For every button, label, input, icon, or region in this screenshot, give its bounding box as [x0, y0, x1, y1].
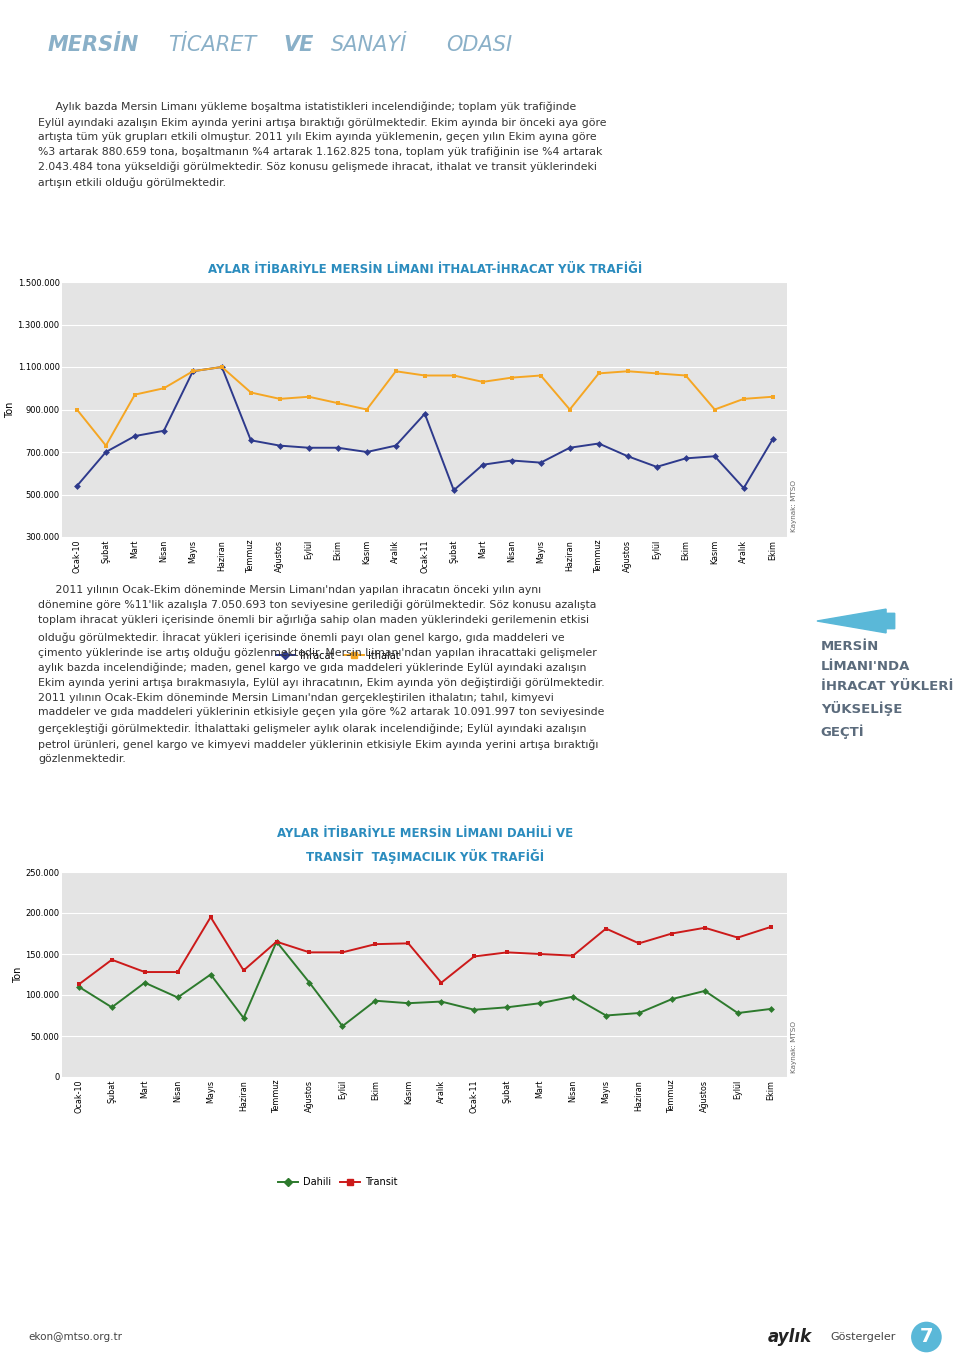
Y-axis label: Ton: Ton [12, 967, 23, 983]
Text: TİCARET: TİCARET [168, 35, 256, 56]
Y-axis label: Ton: Ton [5, 402, 14, 418]
Legend: Dahili, Transit: Dahili, Transit [275, 1173, 401, 1191]
Text: Kaynak: MTSO: Kaynak: MTSO [791, 479, 797, 532]
Text: Aylık bazda Mersin Limanı yükleme boşaltma istatistikleri incelendiğinde; toplam: Aylık bazda Mersin Limanı yükleme boşalt… [38, 102, 607, 187]
FancyArrow shape [817, 610, 895, 633]
Text: ODASI: ODASI [446, 35, 513, 56]
Text: SANAYİ: SANAYİ [331, 35, 407, 56]
Text: 7: 7 [920, 1328, 933, 1347]
Text: AYLAR İTİBARİYLE MERSİN LİMANI İTHALAT-İHRACAT YÜK TRAFİĞİ: AYLAR İTİBARİYLE MERSİN LİMANI İTHALAT-İ… [207, 263, 642, 276]
Text: VE: VE [283, 35, 314, 56]
Text: MERSİN: MERSİN [48, 35, 139, 56]
Text: MERSİN
LİMANI'NDA
İHRACAT YÜKLERİ
YÜKSELİŞE
GEÇTİ: MERSİN LİMANI'NDA İHRACAT YÜKLERİ YÜKSEL… [821, 640, 953, 739]
Text: AYLAR İTİBARİYLE MERSİN LİMANI DAHİLİ VE: AYLAR İTİBARİYLE MERSİN LİMANI DAHİLİ VE [276, 827, 573, 841]
Legend: İhracat, İthalat: İhracat, İthalat [272, 646, 404, 664]
Text: Kaynak: MTSO: Kaynak: MTSO [791, 1021, 797, 1073]
Text: TRANSİT  TAŞIMACILIK YÜK TRAFİĞİ: TRANSİT TAŞIMACILIK YÜK TRAFİĞİ [305, 849, 544, 864]
Text: ekon@mtso.org.tr: ekon@mtso.org.tr [29, 1332, 123, 1342]
Text: aylık: aylık [768, 1328, 812, 1346]
Text: 2011 yılının Ocak-Ekim döneminde Mersin Limanı'ndan yapılan ihracatın önceki yıl: 2011 yılının Ocak-Ekim döneminde Mersin … [38, 585, 605, 765]
Text: Göstergeler: Göstergeler [830, 1332, 896, 1342]
